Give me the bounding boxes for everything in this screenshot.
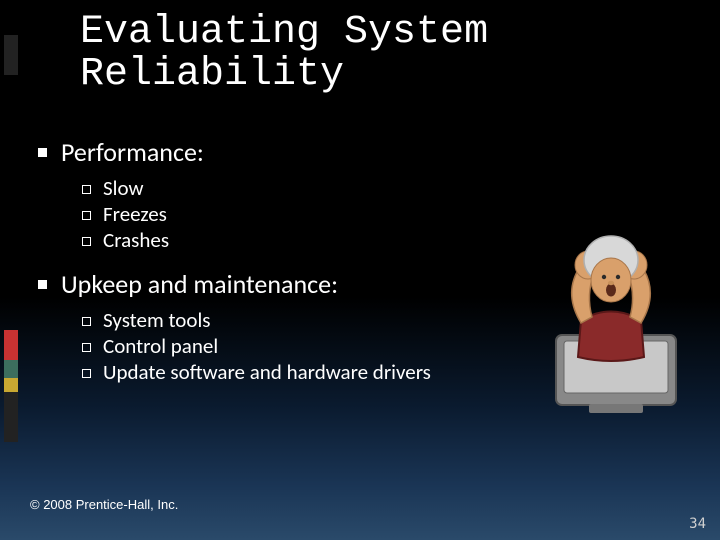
bullet-l2: Crashes bbox=[82, 228, 508, 253]
bullet-l1-label: Performance: bbox=[61, 136, 204, 168]
stripe-segment bbox=[4, 360, 18, 378]
bullet-l2: Update software and hardware drivers bbox=[82, 360, 508, 385]
left-accent-stripe bbox=[0, 0, 22, 540]
page-number: 34 bbox=[689, 516, 706, 532]
bullet-l1: Performance: bbox=[38, 136, 508, 168]
bullet-marker-icon bbox=[38, 148, 47, 157]
bullet-l2-label: Control panel bbox=[103, 334, 218, 359]
bullet-l1-label: Upkeep and maintenance: bbox=[61, 268, 338, 300]
slide-body: Performance: Slow Freezes Crashes Upkeep… bbox=[38, 130, 508, 399]
copyright-text: © 2008 Prentice-Hall, Inc. bbox=[30, 497, 178, 512]
bullet-l2: Slow bbox=[82, 176, 508, 201]
bullet-l2-label: Crashes bbox=[103, 228, 169, 253]
bullet-l2: Control panel bbox=[82, 334, 508, 359]
stripe-segment bbox=[4, 392, 18, 442]
bullet-l2-label: System tools bbox=[103, 308, 210, 333]
bullet-l1: Upkeep and maintenance: bbox=[38, 268, 508, 300]
bullet-marker-icon bbox=[82, 237, 91, 246]
bullet-l2-label: Freezes bbox=[103, 202, 167, 227]
bullet-marker-icon bbox=[82, 317, 91, 326]
stripe-segment bbox=[4, 330, 18, 360]
bullet-l2-group: Slow Freezes Crashes bbox=[82, 176, 508, 254]
bullet-l2-label: Slow bbox=[103, 176, 143, 201]
bullet-marker-icon bbox=[82, 343, 91, 352]
stripe-segment bbox=[4, 378, 18, 392]
slide: Evaluating System Reliability Performanc… bbox=[0, 0, 720, 540]
bullet-l2: Freezes bbox=[82, 202, 508, 227]
bullet-marker-icon bbox=[82, 369, 91, 378]
bullet-marker-icon bbox=[38, 280, 47, 289]
bullet-marker-icon bbox=[82, 185, 91, 194]
slide-title: Evaluating System Reliability bbox=[80, 12, 640, 96]
bullet-marker-icon bbox=[82, 211, 91, 220]
bullet-l2-group: System tools Control panel Update softwa… bbox=[82, 308, 508, 386]
frustrated-user-clipart bbox=[526, 225, 696, 415]
stripe-segment bbox=[4, 35, 18, 75]
bullet-l2: System tools bbox=[82, 308, 508, 333]
bullet-l2-label: Update software and hardware drivers bbox=[103, 360, 431, 385]
